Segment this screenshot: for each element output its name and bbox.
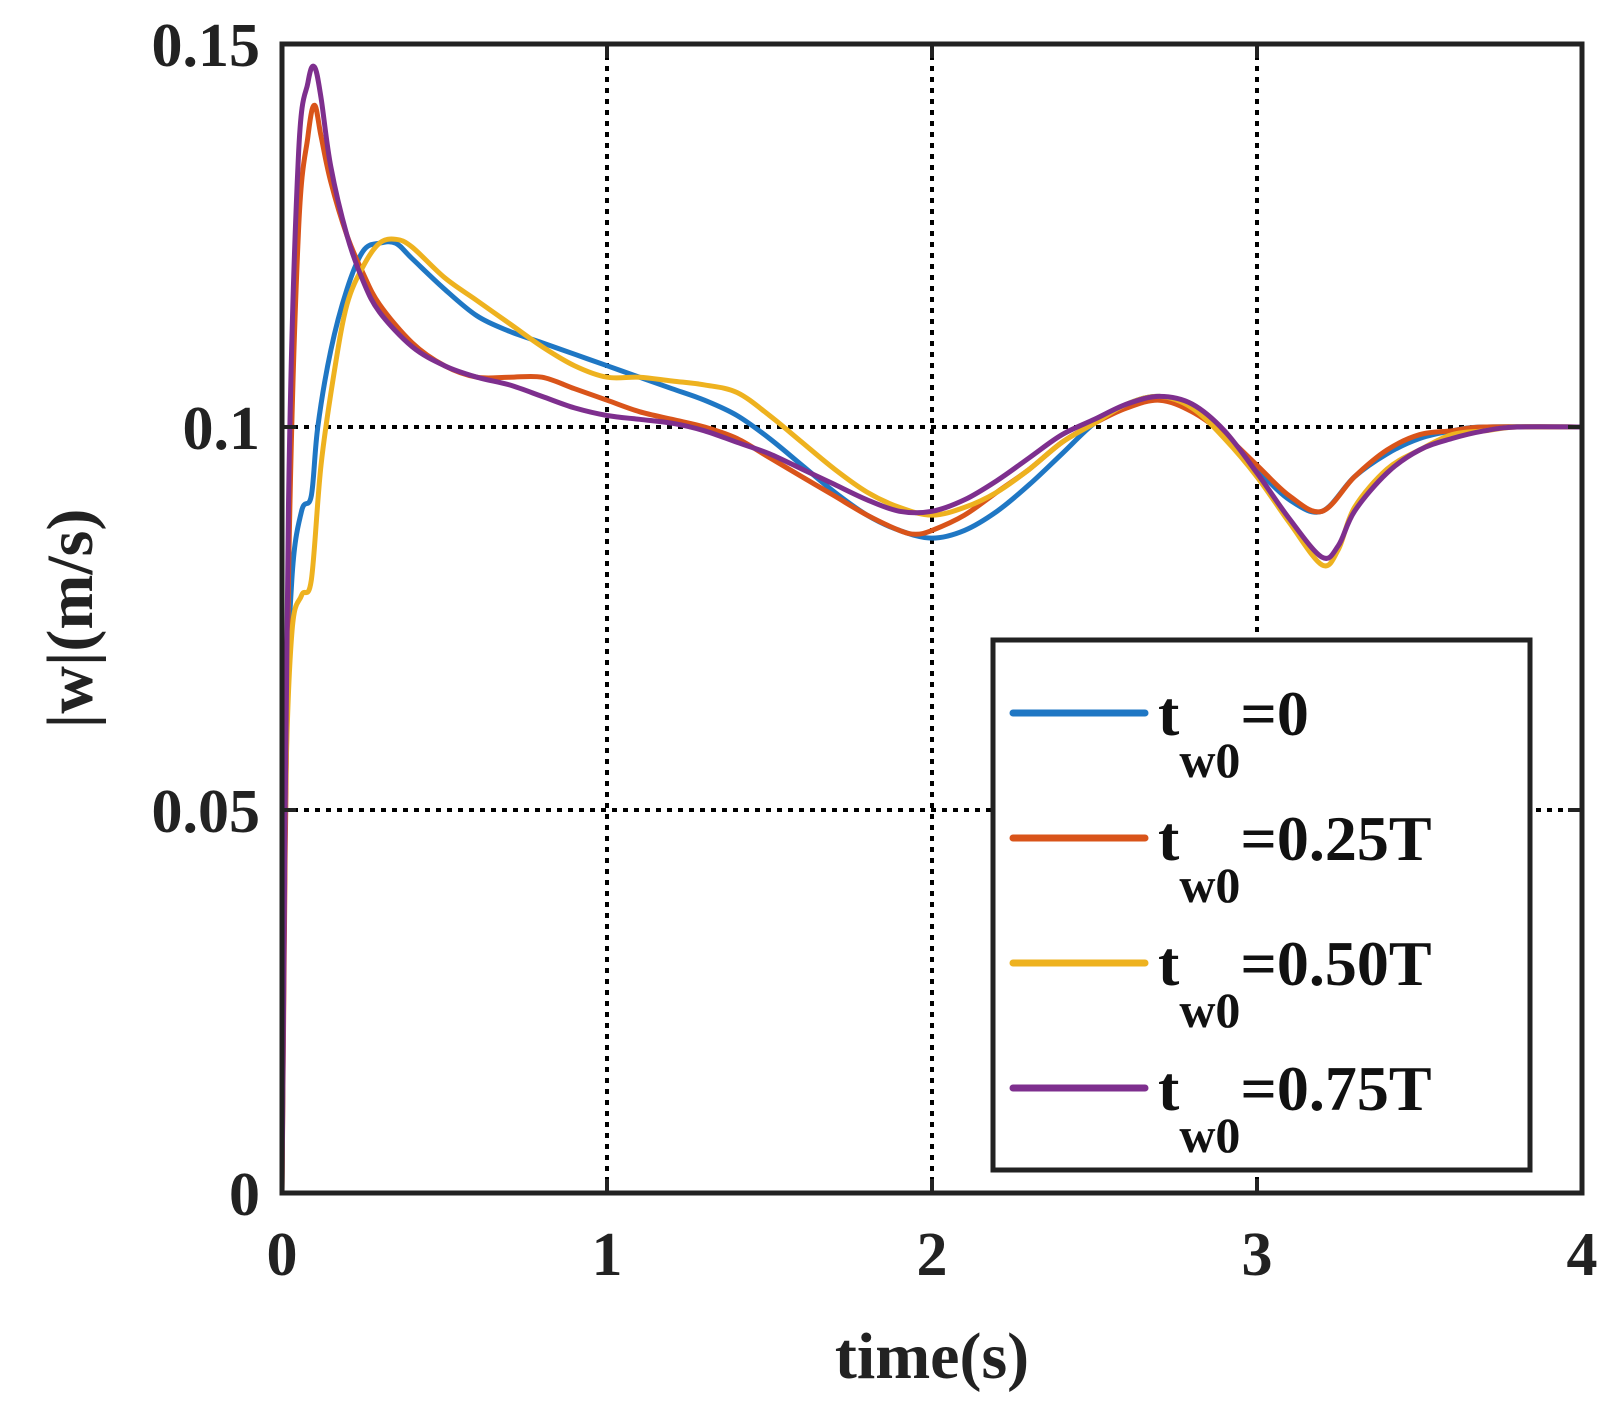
y-tick-label-0: 0 [229, 1161, 260, 1229]
legend-entry-2[interactable]: tw0=0.50T [1009, 928, 1432, 1038]
legend[interactable]: tw0=0 tw0=0.25T tw0=0.50T tw0=0.75T [990, 637, 1533, 1173]
series-line-1 [279, 102, 1585, 1196]
legend-entry-0[interactable]: tw0=0 [1009, 678, 1309, 788]
x-tick-label-4: 4 [1567, 1221, 1598, 1289]
legend-label-2: tw0=0.50T [1158, 928, 1432, 1038]
legend-label-3: tw0=0.75T [1158, 1053, 1432, 1163]
legend-label-0: tw0=0 [1158, 678, 1309, 788]
series-lines [279, 63, 1585, 1196]
legend-box [990, 637, 1533, 1173]
x-axis-ticks: 0 1 2 3 4 [267, 44, 1598, 1289]
grid-lines [282, 44, 1582, 1193]
legend-label-1: tw0=0.25T [1158, 803, 1432, 913]
series-line-0 [279, 239, 1585, 1196]
y-tick-label-2: 0.1 [183, 395, 261, 463]
x-tick-label-0: 0 [267, 1221, 298, 1289]
y-axis-ticks: 0 0.05 0.1 0.15 [152, 12, 1582, 1229]
x-tick-label-3: 3 [1242, 1221, 1273, 1289]
x-axis-label: time(s) [835, 1320, 1029, 1393]
x-tick-label-1: 1 [592, 1221, 623, 1289]
legend-entry-1[interactable]: tw0=0.25T [1009, 803, 1432, 913]
series-line-3 [279, 63, 1585, 1196]
y-tick-label-3: 0.15 [152, 12, 261, 80]
x-tick-label-2: 2 [917, 1221, 948, 1289]
series-line-2 [279, 236, 1585, 1196]
legend-entry-3[interactable]: tw0=0.75T [1009, 1053, 1432, 1163]
y-axis-label: |w|(m/s) [34, 509, 107, 729]
legend-entries: tw0=0 tw0=0.25T tw0=0.50T tw0=0.75T [1009, 678, 1432, 1163]
y-tick-label-1: 0.05 [152, 778, 261, 846]
